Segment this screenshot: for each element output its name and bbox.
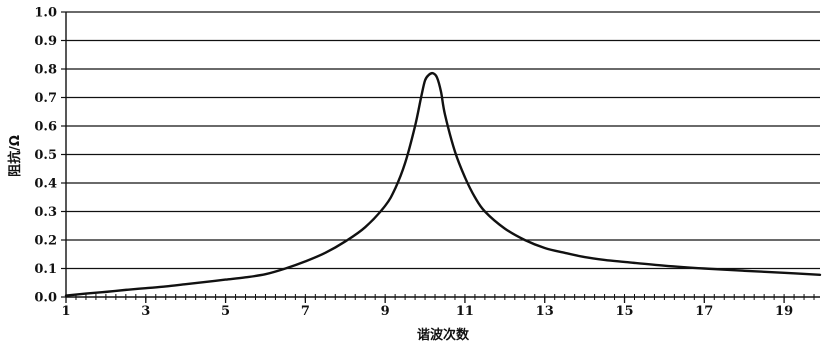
- y-tick-label: 0.7: [34, 91, 57, 106]
- x-axis-title: 谐波次数: [417, 327, 470, 343]
- x-tick-label: 9: [381, 304, 390, 319]
- x-tick-label: 19: [775, 304, 793, 319]
- y-tick-label: 0.6: [34, 120, 57, 135]
- y-tick-label: 0.3: [34, 205, 57, 220]
- y-tick-label: 1.0: [34, 6, 57, 21]
- y-axis-title: 阻抗/Ω: [7, 135, 23, 177]
- x-tick-label: 3: [141, 304, 150, 319]
- x-tick-label: 1: [61, 304, 70, 319]
- y-tick-label: 0.0: [34, 291, 57, 306]
- y-tick-label: 0.5: [34, 148, 57, 163]
- x-tick-label: 15: [615, 304, 633, 319]
- y-tick-label: 0.4: [34, 177, 57, 192]
- axes: [61, 11, 820, 303]
- x-tick-label: 11: [456, 304, 474, 319]
- series-layer: [64, 71, 822, 297]
- y-tick-label: 0.2: [34, 234, 57, 249]
- y-tick-label: 0.9: [34, 34, 57, 49]
- x-tick-labels: 1 3 5 7 9 11 13 15 17 19: [61, 304, 793, 319]
- x-tick-label: 7: [301, 304, 310, 319]
- x-tick-label: 17: [695, 304, 713, 319]
- series-line: [64, 71, 822, 297]
- y-tick-label: 0.1: [34, 262, 57, 277]
- y-tick-label: 0.8: [34, 63, 57, 78]
- x-minor-ticks: [65, 294, 815, 300]
- x-tick-label: 5: [221, 304, 230, 319]
- grid-lines: [66, 11, 820, 270]
- x-tick-label: 13: [536, 304, 554, 319]
- y-tick-labels: 0.0 0.1 0.2 0.3 0.4 0.5 0.6 0.7 0.8 0.9 1.0: [34, 6, 57, 306]
